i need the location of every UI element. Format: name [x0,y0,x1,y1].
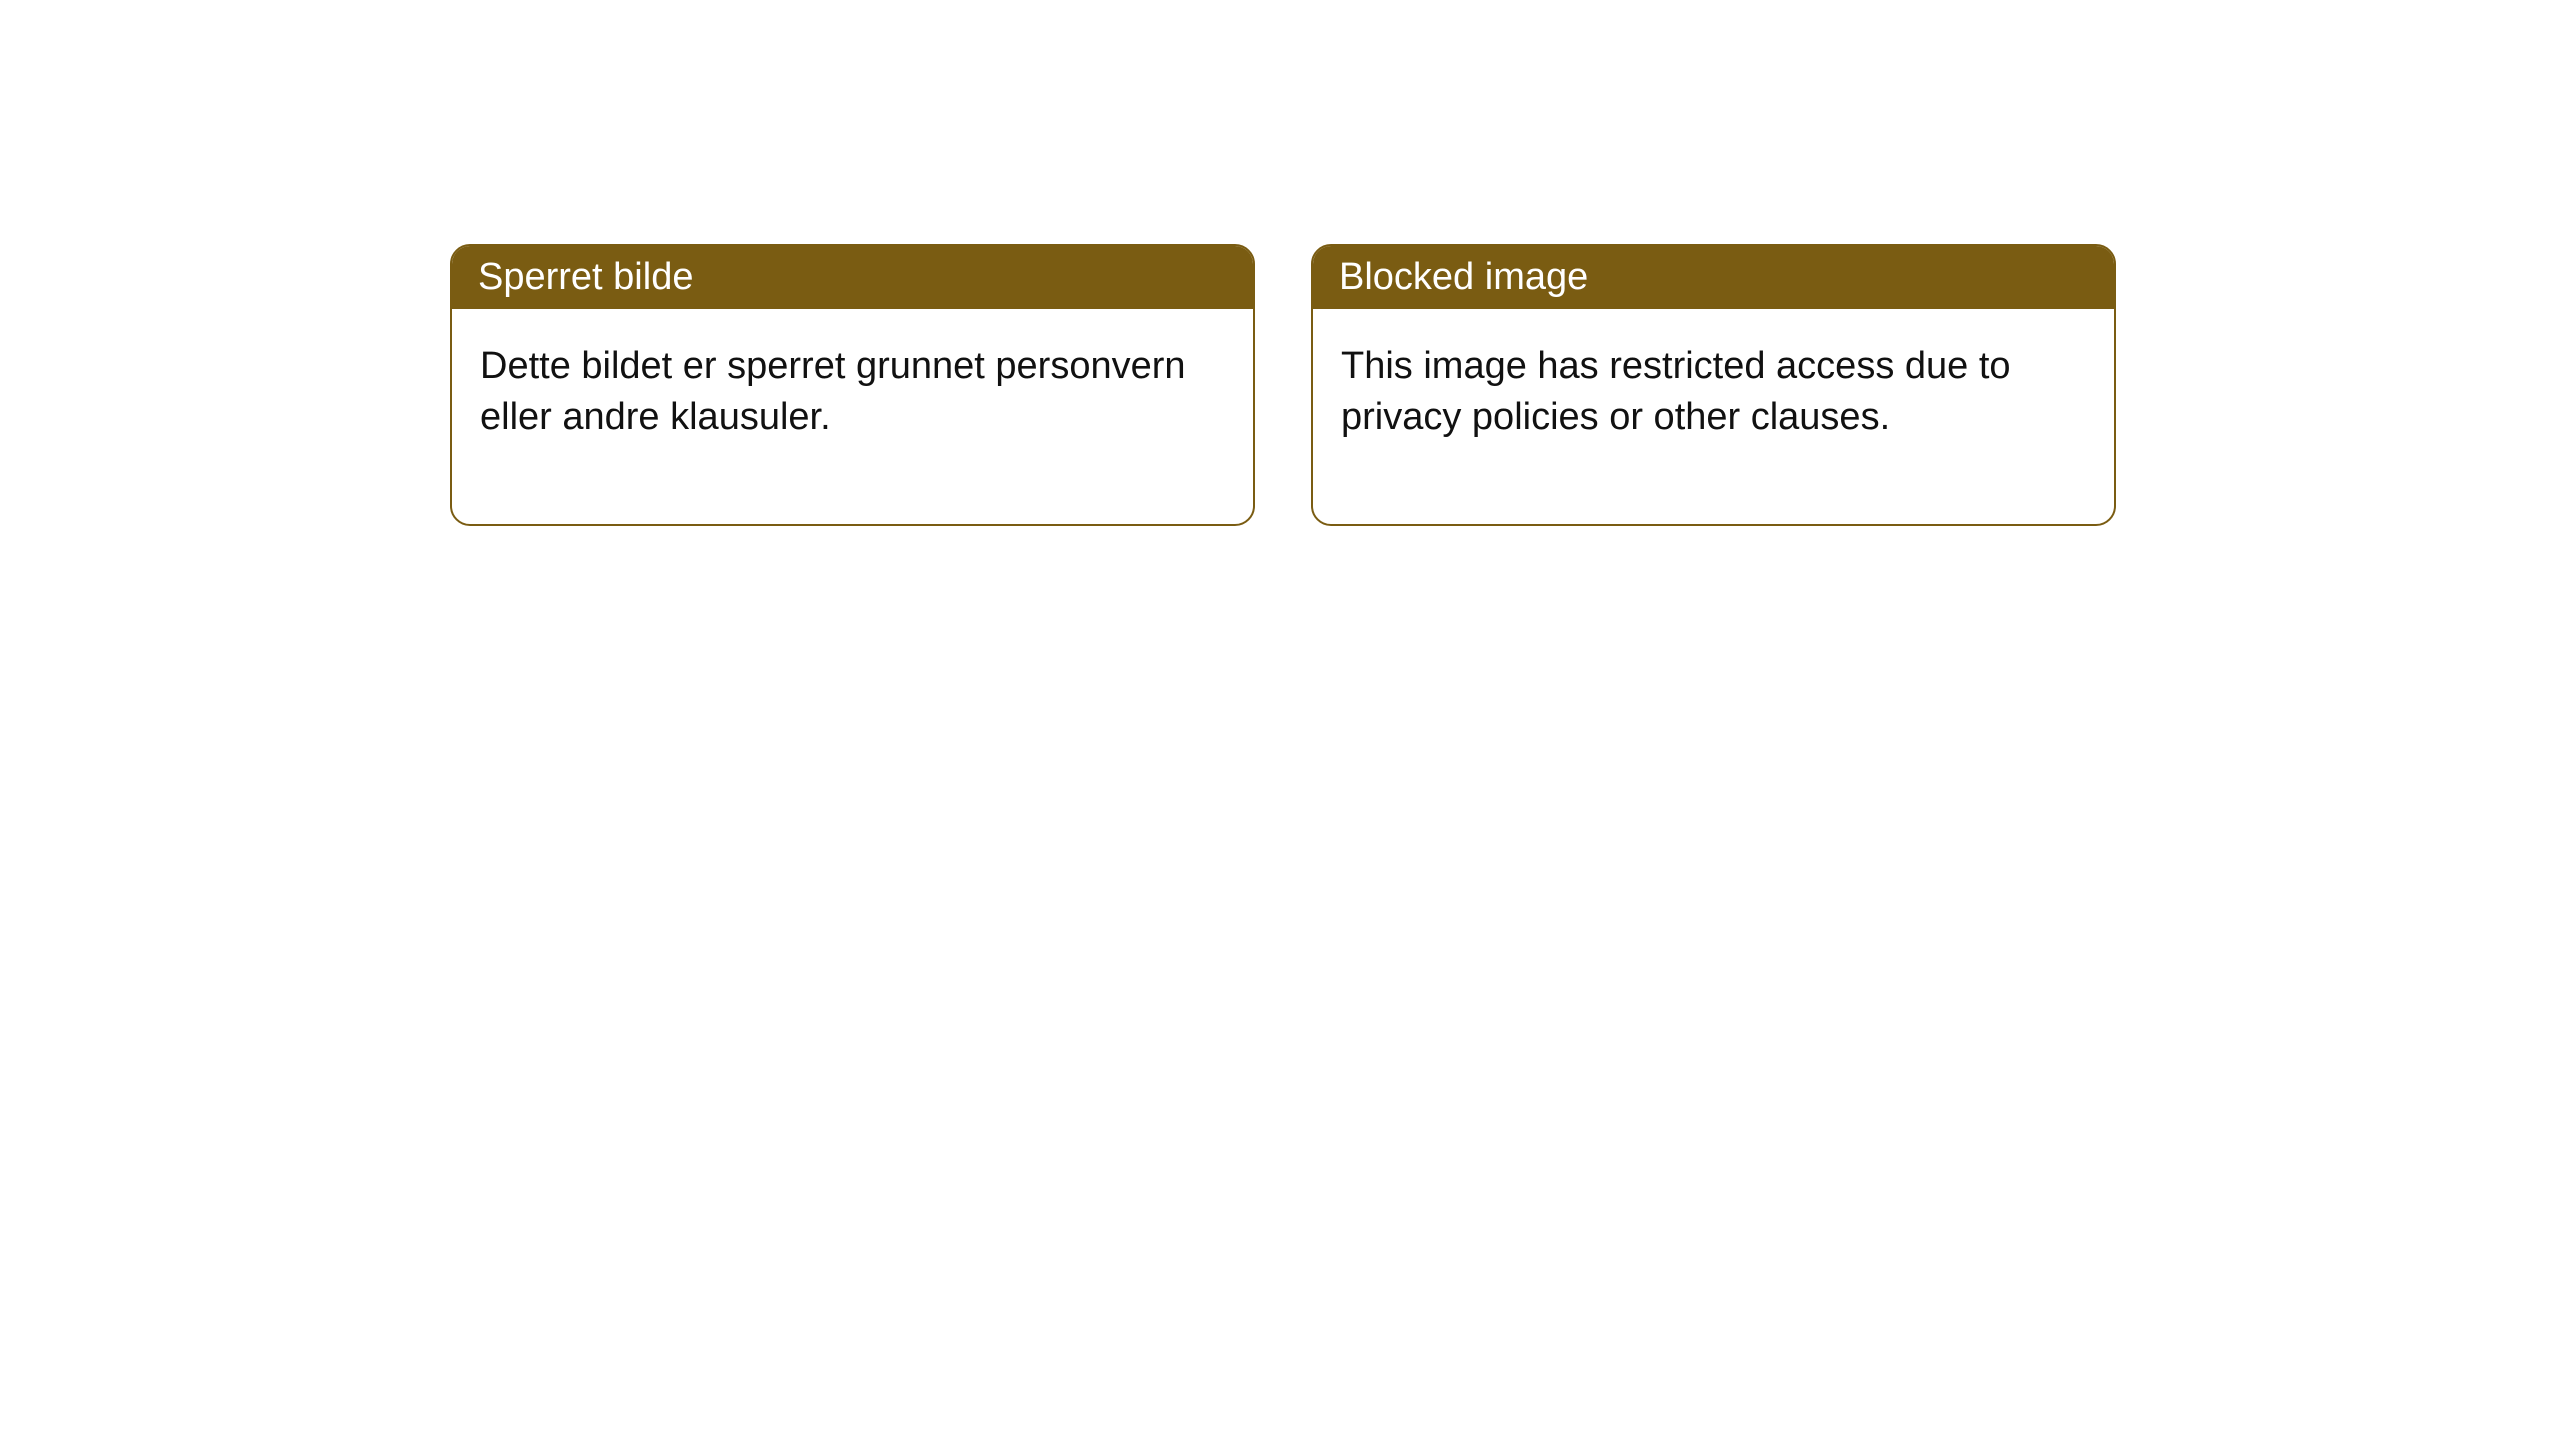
notice-container: Sperret bilde Dette bildet er sperret gr… [450,244,2116,526]
notice-title: Sperret bilde [478,256,693,298]
notice-card-norwegian: Sperret bilde Dette bildet er sperret gr… [450,244,1255,526]
notice-body-text: This image has restricted access due to … [1341,345,2011,438]
notice-card-english: Blocked image This image has restricted … [1311,244,2116,526]
notice-body: This image has restricted access due to … [1313,309,2114,524]
notice-header: Sperret bilde [452,246,1253,309]
notice-body: Dette bildet er sperret grunnet personve… [452,309,1253,524]
notice-header: Blocked image [1313,246,2114,309]
notice-body-text: Dette bildet er sperret grunnet personve… [480,345,1186,438]
notice-title: Blocked image [1339,256,1588,298]
